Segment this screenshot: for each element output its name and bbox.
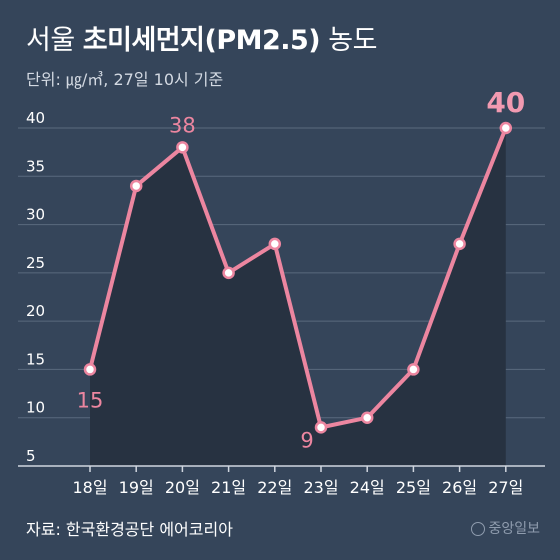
series-line xyxy=(88,126,508,430)
x-tick-label: 20일 xyxy=(165,478,200,497)
x-tick-label: 26일 xyxy=(442,478,477,497)
x-tick-label: 25일 xyxy=(396,478,431,497)
brand-name: 중앙일보 xyxy=(488,521,540,537)
data-point xyxy=(176,141,189,154)
brand-mark-icon xyxy=(471,522,486,536)
data-point xyxy=(268,237,282,251)
data-point xyxy=(129,179,143,193)
area-fill xyxy=(90,128,506,466)
data-point xyxy=(407,363,420,376)
data-label: 38 xyxy=(169,113,196,137)
title-strong: 초미세먼지(PM2.5) xyxy=(82,25,321,56)
data-point xyxy=(499,121,513,135)
y-tick-label: 20 xyxy=(26,302,45,320)
x-tick-label: 24일 xyxy=(350,478,385,497)
data-point xyxy=(314,421,328,434)
brand-logo: 중앙일보 xyxy=(471,518,540,538)
data-label: 40 xyxy=(486,86,525,119)
data-point xyxy=(360,411,374,424)
y-tick-label: 5 xyxy=(26,447,36,465)
x-tick-label: 22일 xyxy=(257,478,292,497)
y-tick-label: 30 xyxy=(26,206,45,224)
chart-title: 서울 초미세먼지(PM2.5) 농도 xyxy=(26,18,377,57)
y-tick-label: 40 xyxy=(26,109,45,127)
chart-subtitle: 단위: ㎍/㎥, 27일 10시 기준 xyxy=(26,70,224,89)
data-point xyxy=(222,266,235,280)
data-label: 15 xyxy=(77,388,104,412)
y-tick-label: 35 xyxy=(26,157,45,175)
data-label: 9 xyxy=(300,428,313,452)
x-tick-label: 21일 xyxy=(211,478,246,497)
x-tick-label: 18일 xyxy=(72,478,107,497)
title-prefix: 서울 xyxy=(26,25,75,56)
x-tick-label: 27일 xyxy=(488,478,523,497)
y-tick-label: 25 xyxy=(26,254,45,272)
x-tick-label: 19일 xyxy=(119,478,154,497)
y-tick-label: 10 xyxy=(26,399,45,417)
source-note: 자료: 한국환경공단 에어코리아 xyxy=(26,520,233,539)
title-suffix: 농도 xyxy=(328,25,377,56)
data-point xyxy=(453,237,466,251)
x-tick-label: 23일 xyxy=(303,478,338,497)
data-point xyxy=(83,363,97,376)
y-tick-label: 15 xyxy=(26,350,45,368)
